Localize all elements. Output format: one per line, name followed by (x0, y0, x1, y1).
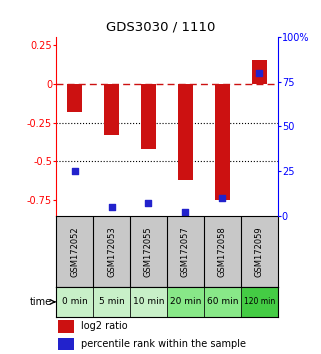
Point (109, 204, 114, 210)
Point (72, 168, 77, 174)
Text: GSM172053: GSM172053 (107, 226, 116, 277)
Bar (130, 287, 167, 316)
Text: 60 min: 60 min (206, 297, 238, 306)
Text: GDS3030 / 1110: GDS3030 / 1110 (106, 20, 215, 33)
Bar (93, 287, 130, 316)
Bar (215, 84, 230, 200)
Bar (167, 287, 204, 316)
Point (256, 70, 262, 76)
Text: percentile rank within the sample: percentile rank within the sample (81, 339, 246, 349)
Point (183, 210, 188, 215)
Bar (56, 287, 93, 316)
Bar (178, 84, 193, 180)
Text: 120 min: 120 min (244, 297, 275, 306)
Text: GSM172055: GSM172055 (144, 226, 153, 277)
Bar (252, 61, 266, 84)
Text: 5 min: 5 min (99, 297, 125, 306)
Bar (141, 84, 156, 149)
Text: GSM172057: GSM172057 (181, 226, 190, 277)
Text: 10 min: 10 min (133, 297, 164, 306)
Text: 20 min: 20 min (170, 297, 201, 306)
Bar (104, 84, 119, 135)
Text: GSM172058: GSM172058 (218, 226, 227, 277)
Text: GSM172059: GSM172059 (255, 226, 264, 277)
Text: GSM172052: GSM172052 (70, 226, 79, 277)
Bar (67, 84, 82, 112)
Bar (58, 338, 74, 350)
Bar (58, 320, 74, 332)
Text: time: time (30, 297, 52, 307)
Point (146, 200, 151, 206)
Bar (241, 287, 278, 316)
Text: log2 ratio: log2 ratio (81, 321, 127, 331)
Bar (204, 287, 241, 316)
Point (220, 195, 225, 201)
Text: 0 min: 0 min (62, 297, 88, 306)
